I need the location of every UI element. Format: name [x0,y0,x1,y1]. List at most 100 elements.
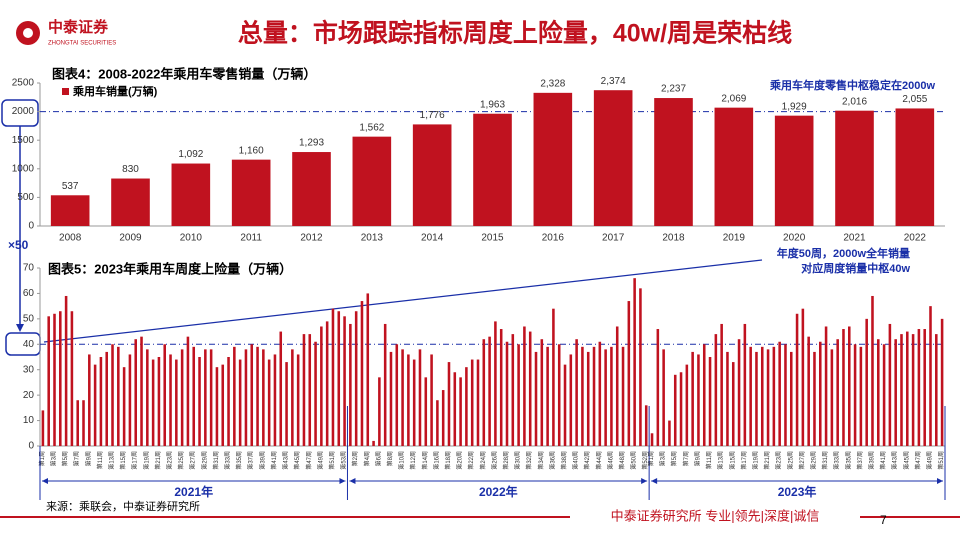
bar [789,351,793,446]
x-tick-label: 第35周 [844,451,852,470]
bar [418,349,422,446]
bar [900,334,903,446]
bar [737,339,741,446]
x-tick-label: 第1周 [38,451,46,466]
x-tick-label: 第17周 [131,451,139,470]
x-tick-label: 第15周 [119,451,127,470]
x-tick-label: 第2周 [351,451,359,466]
multiplier: ×50 [8,238,29,252]
x-tick-label: 第4周 [363,451,371,466]
value-label: 2,328 [540,78,565,89]
bar [807,336,810,446]
logo-text: 中泰证券 [48,18,109,36]
bar [430,354,433,446]
x-tick-label: 第7周 [682,451,690,466]
bar [533,92,573,226]
bar [470,359,474,446]
bar [911,334,915,446]
value-label: 2,374 [601,76,626,87]
bar [557,344,561,446]
bar [592,346,596,446]
chart-title: 图表4：2008-2022年乘用车零售销量（万辆） [52,66,316,81]
x-tick-label: 2021 [843,233,866,244]
bar [192,346,196,446]
x-tick-label: 第17周 [740,451,748,470]
bar [563,364,567,446]
bar [598,341,602,446]
bar [146,349,149,446]
value-label: 1,293 [299,138,324,149]
bar [586,351,590,446]
bar [308,334,312,446]
bar [111,344,114,446]
bar [221,364,225,446]
legend-swatch [62,88,69,95]
x-tick-label: 第47周 [914,451,922,470]
x-tick-label: 第33周 [224,451,232,470]
bar [656,329,660,446]
bar [244,349,248,446]
x-tick-label: 2010 [180,233,203,244]
x-tick-label: 第12周 [409,451,417,470]
bar [401,349,404,446]
bar [59,311,62,446]
bar [250,344,254,446]
x-tick-label: 第3周 [659,451,667,466]
bar [523,326,526,446]
value-label: 2,237 [661,84,686,95]
bar [64,295,68,446]
x-tick-label: 2013 [361,233,384,244]
bar [593,90,633,226]
bar [662,349,665,446]
x-tick-label: 2016 [542,233,565,244]
bar [644,405,648,446]
bar [940,318,944,446]
bar [654,98,693,226]
x-tick-label: 2012 [300,233,323,244]
bar [424,377,428,446]
y-tick-label: 2500 [12,78,35,89]
bar [180,349,184,446]
x-tick-label: 第40周 [572,451,580,470]
bar [575,339,578,446]
x-tick-label: 第51周 [937,451,945,470]
group-label: 2023年 [778,484,817,499]
bar [262,349,265,446]
bar [395,344,399,446]
bar [140,336,143,446]
bar [679,372,683,446]
bar [476,359,480,446]
value-label: 1,776 [420,110,445,121]
bar [534,351,538,446]
source: 来源：乘联会，中泰证券研究所 [46,499,200,513]
bar [859,346,863,446]
bar [256,346,259,446]
bar [760,346,764,446]
bar [488,336,491,446]
bar [621,346,625,446]
bar [93,364,97,446]
bar [296,354,300,446]
chart-title: 图表5：2023年乘用车周度上险量（万辆） [48,261,292,276]
bar [337,311,341,446]
x-tick-label: 第3周 [50,451,58,466]
x-tick-label: 第26周 [490,451,498,470]
x-tick-label: 第13周 [108,451,116,470]
annotation: 乘用车年度零售中枢稳定在2000w [769,78,935,92]
x-tick-label: 第24周 [479,451,487,470]
x-tick-label: 第38周 [560,451,568,470]
x-tick-label: 第9周 [693,451,701,466]
value-label: 537 [62,181,79,192]
bar [233,346,236,446]
group-label: 2021年 [174,484,213,499]
bar [888,323,892,446]
annotation: 对应周度销量中枢40w [801,261,910,275]
bar [279,331,283,446]
y-tick-label: 40 [23,339,35,350]
arrow-head [16,324,24,332]
bar [650,433,654,446]
value-label: 1,963 [480,99,505,110]
bar [697,354,700,446]
bar [830,349,834,446]
bar [894,339,897,446]
